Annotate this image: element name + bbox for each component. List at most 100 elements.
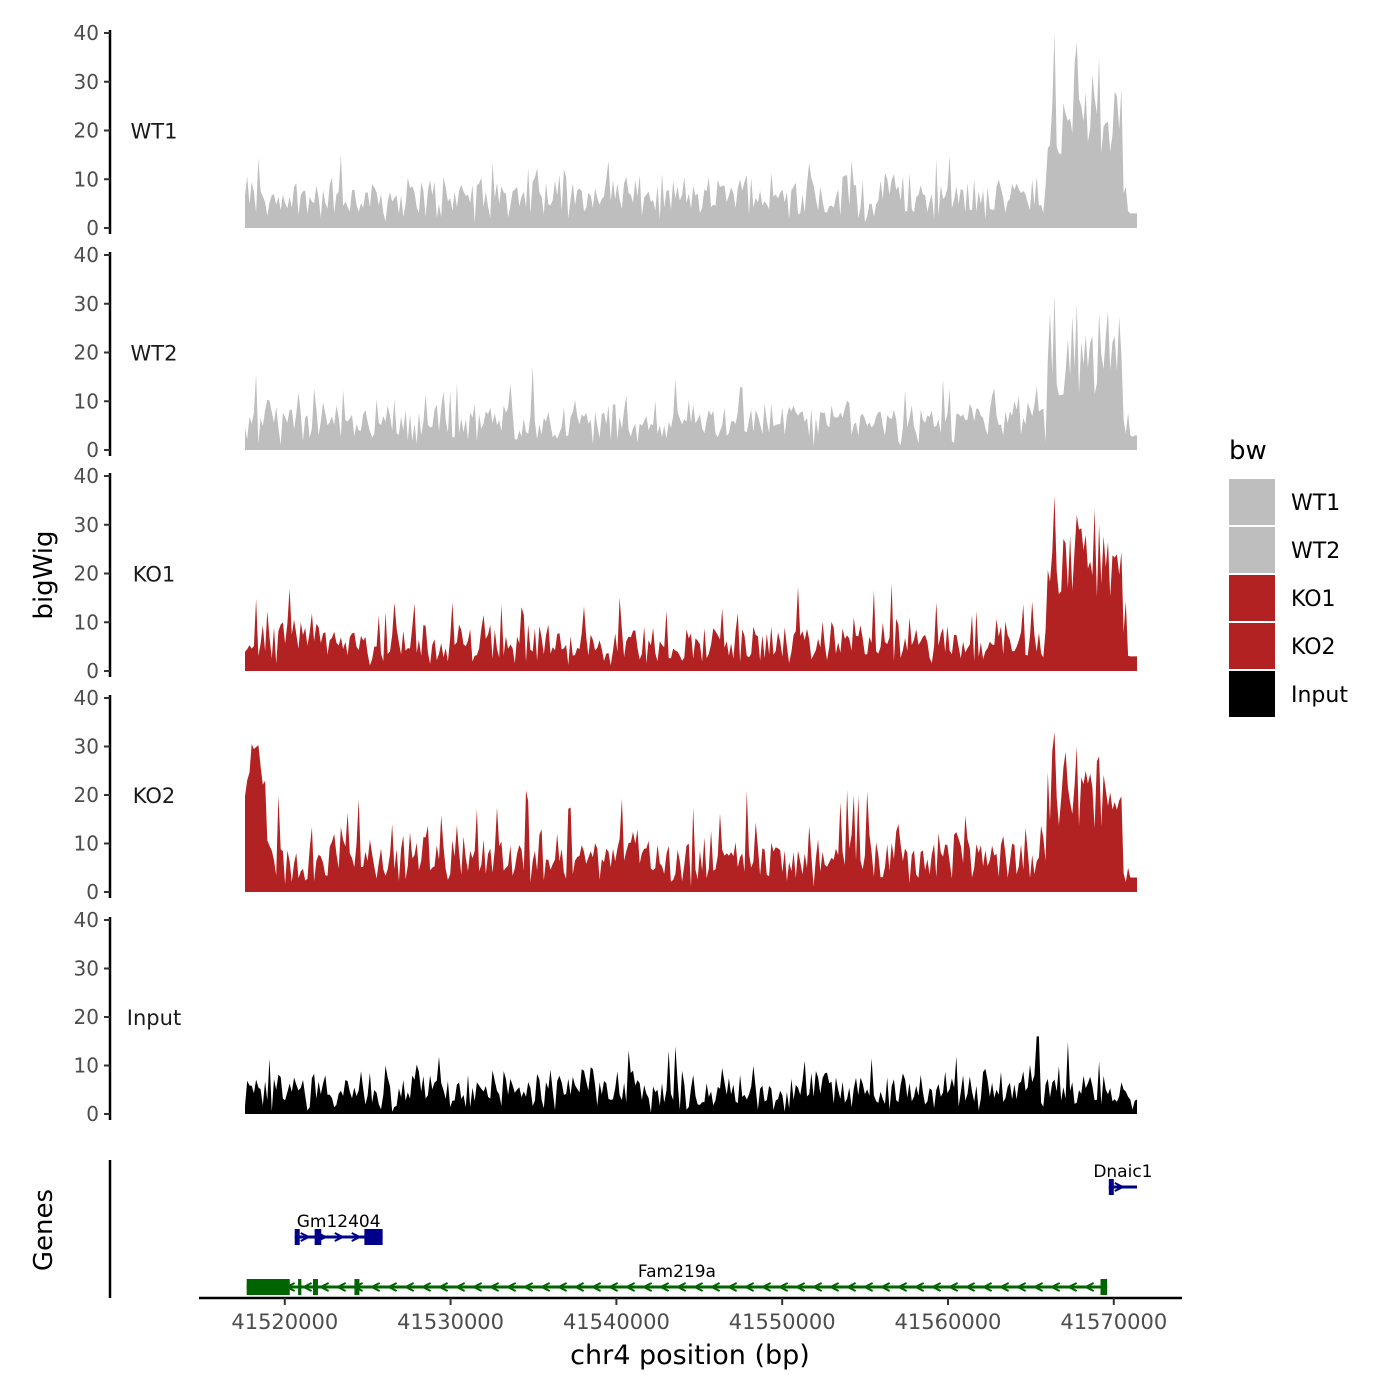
- strand-arrow: [334, 1232, 345, 1242]
- gene-exon: [1100, 1279, 1108, 1295]
- track-label: WT2: [131, 342, 178, 366]
- y-tick-label: 10: [74, 832, 99, 856]
- gene-exon: [364, 1229, 383, 1245]
- gene-exon: [312, 1279, 318, 1295]
- legend-label: WT2: [1291, 539, 1340, 564]
- strand-arrow: [351, 1232, 362, 1242]
- y-tick-label: 40: [74, 243, 99, 267]
- coverage-area-wt2: [245, 294, 1137, 450]
- y-tick-label: 0: [86, 438, 99, 462]
- strand-arrow: [913, 1282, 925, 1292]
- legend-key: [1229, 479, 1275, 525]
- strand-arrow: [437, 1282, 449, 1292]
- gene-exon: [314, 1229, 322, 1245]
- x-tick-label: 41540000: [563, 1310, 670, 1334]
- x-tick-label: 41560000: [895, 1310, 1002, 1334]
- y-tick-label: 10: [74, 610, 99, 634]
- strand-arrow: [1015, 1282, 1027, 1292]
- strand-arrow: [624, 1282, 636, 1292]
- strand-arrow: [420, 1282, 432, 1292]
- strand-arrow: [1083, 1282, 1095, 1292]
- legend-key: [1229, 671, 1275, 717]
- strand-arrow: [318, 1282, 330, 1292]
- coverage-area-wt1: [245, 33, 1137, 228]
- legend-label: KO2: [1291, 635, 1336, 660]
- x-tick-label: 41550000: [729, 1310, 836, 1334]
- gene-exon: [298, 1279, 302, 1295]
- legend-label: KO1: [1291, 587, 1336, 612]
- strand-arrow: [930, 1282, 942, 1292]
- legend-label: Input: [1291, 683, 1348, 708]
- strand-arrow: [726, 1282, 738, 1292]
- y-tick-label: 20: [74, 562, 99, 586]
- y-tick-label: 30: [74, 70, 99, 94]
- y-tick-label: 10: [74, 389, 99, 413]
- strand-arrow: [301, 1282, 313, 1292]
- x-tick-label: 41520000: [231, 1310, 338, 1334]
- track-label: KO2: [133, 784, 176, 808]
- strand-arrow: [964, 1282, 976, 1292]
- strand-arrow: [488, 1282, 500, 1292]
- y-tick-label: 0: [86, 1102, 99, 1126]
- y-tick-label: 20: [74, 341, 99, 365]
- strand-arrow: [539, 1282, 551, 1292]
- strand-arrow: [1049, 1282, 1061, 1292]
- y-tick-label: 30: [74, 735, 99, 759]
- strand-arrow: [658, 1282, 670, 1292]
- strand-arrow: [522, 1282, 534, 1292]
- strand-arrow: [386, 1282, 398, 1292]
- y-tick-label: 40: [74, 464, 99, 488]
- legend-key: [1229, 623, 1275, 669]
- track-label: WT1: [131, 120, 178, 144]
- legend-label: WT1: [1291, 491, 1340, 516]
- y-tick-label: 40: [74, 686, 99, 710]
- gene-label: Fam219a: [638, 1262, 716, 1282]
- gene-exon: [354, 1279, 360, 1295]
- y-tick-label: 0: [86, 880, 99, 904]
- strand-arrow: [811, 1282, 823, 1292]
- strand-arrow: [896, 1282, 908, 1292]
- strand-arrow: [760, 1282, 772, 1292]
- x-tick-label: 41530000: [397, 1310, 504, 1334]
- strand-arrow: [505, 1282, 517, 1292]
- gene-exon: [246, 1279, 290, 1295]
- strand-arrow: [862, 1282, 874, 1292]
- y-tick-label: 40: [74, 21, 99, 45]
- strand-arrow: [403, 1282, 415, 1292]
- gene-exon: [1108, 1179, 1114, 1195]
- strand-arrow: [335, 1282, 347, 1292]
- y-tick-label: 20: [74, 783, 99, 807]
- legend-key: [1229, 527, 1275, 573]
- y-tick-label: 10: [74, 1054, 99, 1078]
- strand-arrow: [998, 1282, 1010, 1292]
- gene-label: Dnaic1: [1093, 1162, 1152, 1182]
- strand-arrow: [471, 1282, 483, 1292]
- strand-arrow: [1032, 1282, 1044, 1292]
- strand-arrow: [590, 1282, 602, 1292]
- coverage-area-ko2: [245, 732, 1137, 892]
- strand-arrow: [675, 1282, 687, 1292]
- track-label: KO1: [133, 563, 176, 587]
- y-tick-label: 30: [74, 957, 99, 981]
- strand-arrow: [692, 1282, 704, 1292]
- strand-arrow: [1066, 1282, 1078, 1292]
- y-tick-label: 30: [74, 513, 99, 537]
- strand-arrow: [828, 1282, 840, 1292]
- strand-arrow: [947, 1282, 959, 1292]
- strand-arrow: [794, 1282, 806, 1292]
- strand-arrow: [709, 1282, 721, 1292]
- strand-arrow: [454, 1282, 466, 1292]
- gene-label: Gm12404: [297, 1212, 381, 1232]
- strand-arrow: [300, 1232, 311, 1242]
- strand-arrow: [845, 1282, 857, 1292]
- gene-exon: [294, 1229, 300, 1245]
- strand-arrow: [573, 1282, 585, 1292]
- track-label: Input: [127, 1006, 181, 1030]
- y-tick-label: 30: [74, 292, 99, 316]
- strand-arrow: [641, 1282, 653, 1292]
- y-tick-label: 0: [86, 659, 99, 683]
- strand-arrow: [777, 1282, 789, 1292]
- y-tick-label: 20: [74, 1005, 99, 1029]
- strand-arrow: [607, 1282, 619, 1292]
